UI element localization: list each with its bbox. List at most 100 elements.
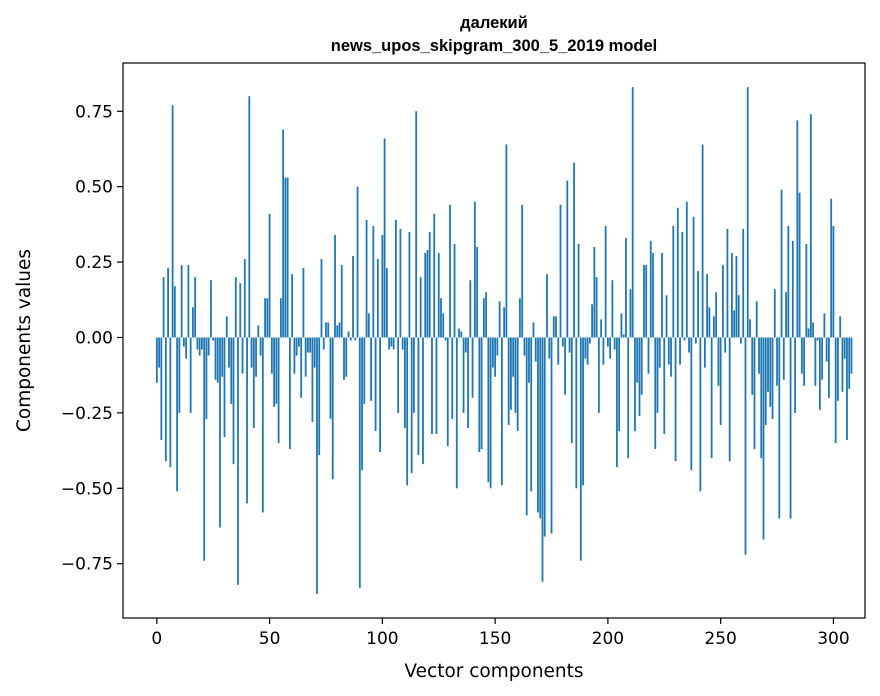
bar — [656, 337, 659, 413]
bar — [611, 280, 614, 338]
bar — [828, 337, 830, 398]
bar — [751, 337, 754, 395]
bar — [661, 253, 663, 338]
bar — [816, 337, 819, 341]
bar — [591, 304, 593, 338]
bar — [785, 292, 787, 338]
bar — [223, 337, 226, 438]
bar — [552, 316, 555, 338]
bar — [618, 337, 621, 431]
bar — [185, 337, 188, 359]
bar — [530, 337, 533, 492]
bar — [593, 246, 596, 338]
bar — [318, 337, 321, 456]
bar — [645, 265, 648, 338]
bar — [155, 337, 158, 383]
bar — [417, 337, 420, 456]
bar — [744, 337, 747, 555]
bar — [787, 225, 790, 338]
bar — [814, 337, 817, 386]
y-tick-label: −0.25 — [61, 404, 113, 424]
bar — [307, 337, 309, 353]
bar — [451, 337, 454, 419]
bar — [505, 144, 508, 338]
bar — [316, 337, 318, 594]
bar — [697, 271, 699, 338]
bar — [349, 337, 352, 341]
bar — [167, 268, 169, 338]
bar — [322, 337, 325, 350]
bar — [643, 265, 645, 338]
bar — [728, 337, 731, 462]
bar — [510, 337, 512, 410]
bar — [415, 111, 418, 338]
bar — [480, 337, 483, 450]
bar — [753, 337, 756, 450]
bar — [692, 216, 695, 338]
bar — [731, 253, 733, 338]
bar — [478, 337, 481, 453]
bar — [631, 87, 634, 338]
bar — [471, 337, 474, 398]
bar — [376, 259, 379, 338]
y-axis-label: Components values — [14, 249, 35, 432]
bar — [232, 337, 235, 465]
x-tick-label: 150 — [479, 629, 511, 649]
bar — [722, 265, 724, 338]
bar — [712, 316, 715, 338]
bar — [654, 337, 657, 450]
bar — [446, 337, 449, 447]
bar — [737, 295, 740, 338]
bar — [830, 198, 833, 338]
bar — [469, 280, 472, 338]
bar — [832, 225, 835, 338]
bar — [460, 331, 463, 338]
bar — [521, 204, 524, 338]
bar — [491, 337, 494, 368]
bar — [834, 337, 837, 444]
bar — [237, 337, 239, 585]
bar — [694, 337, 697, 344]
bar — [701, 144, 704, 338]
bar — [703, 337, 706, 368]
bar — [622, 334, 625, 338]
bar — [579, 337, 582, 561]
bar — [214, 337, 217, 380]
bar — [577, 243, 580, 338]
bar — [767, 337, 769, 392]
bar — [270, 337, 273, 374]
bar — [776, 337, 778, 386]
bar — [634, 337, 636, 431]
bar — [304, 337, 307, 377]
bar — [528, 337, 530, 383]
bar — [663, 337, 666, 434]
bar — [476, 246, 478, 338]
bar — [464, 337, 467, 353]
bar — [372, 225, 375, 338]
bar — [846, 337, 848, 441]
bar — [210, 280, 212, 338]
bar — [408, 231, 411, 338]
bar — [381, 234, 384, 338]
bar — [334, 234, 336, 338]
bar — [221, 337, 224, 377]
bar — [176, 337, 179, 492]
bar — [187, 265, 190, 338]
bar — [404, 337, 406, 428]
bar — [413, 337, 415, 413]
bar — [374, 337, 377, 431]
bar — [442, 313, 445, 338]
bar — [620, 313, 623, 338]
bar — [288, 337, 291, 450]
bar — [841, 337, 844, 392]
bar — [394, 219, 397, 338]
bar — [710, 337, 713, 459]
bar — [160, 337, 163, 441]
bar — [762, 337, 765, 540]
bar — [489, 337, 492, 489]
bar — [735, 256, 738, 338]
bar — [252, 337, 255, 428]
bar — [546, 274, 548, 338]
bar — [367, 313, 370, 338]
bar — [435, 337, 438, 434]
